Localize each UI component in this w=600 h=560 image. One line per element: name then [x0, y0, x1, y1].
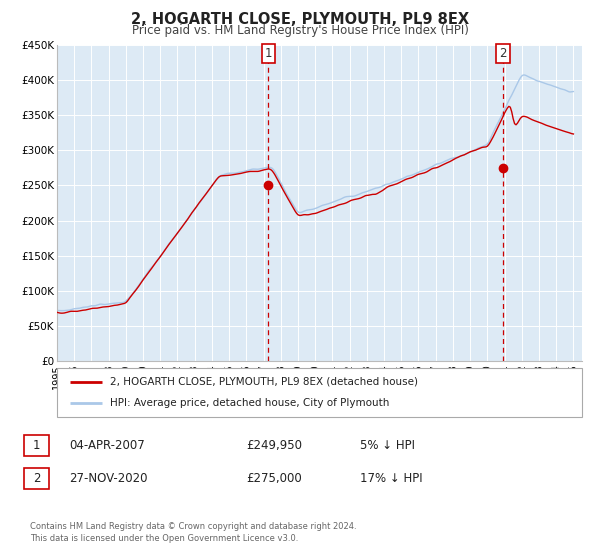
Text: £249,950: £249,950 — [246, 438, 302, 452]
Text: 2, HOGARTH CLOSE, PLYMOUTH, PL9 8EX (detached house): 2, HOGARTH CLOSE, PLYMOUTH, PL9 8EX (det… — [110, 377, 418, 387]
Text: Price paid vs. HM Land Registry's House Price Index (HPI): Price paid vs. HM Land Registry's House … — [131, 24, 469, 38]
Text: 1: 1 — [33, 438, 40, 452]
Text: 1: 1 — [265, 48, 272, 60]
FancyBboxPatch shape — [57, 368, 582, 417]
Text: 04-APR-2007: 04-APR-2007 — [69, 438, 145, 452]
Text: 2, HOGARTH CLOSE, PLYMOUTH, PL9 8EX: 2, HOGARTH CLOSE, PLYMOUTH, PL9 8EX — [131, 12, 469, 27]
Text: 27-NOV-2020: 27-NOV-2020 — [69, 472, 148, 486]
Text: 17% ↓ HPI: 17% ↓ HPI — [360, 472, 422, 486]
Text: HPI: Average price, detached house, City of Plymouth: HPI: Average price, detached house, City… — [110, 398, 389, 408]
Text: 5% ↓ HPI: 5% ↓ HPI — [360, 438, 415, 452]
Text: 2: 2 — [33, 472, 40, 486]
Text: Contains HM Land Registry data © Crown copyright and database right 2024.
This d: Contains HM Land Registry data © Crown c… — [30, 522, 356, 543]
Text: £275,000: £275,000 — [246, 472, 302, 486]
Text: 2: 2 — [499, 48, 506, 60]
